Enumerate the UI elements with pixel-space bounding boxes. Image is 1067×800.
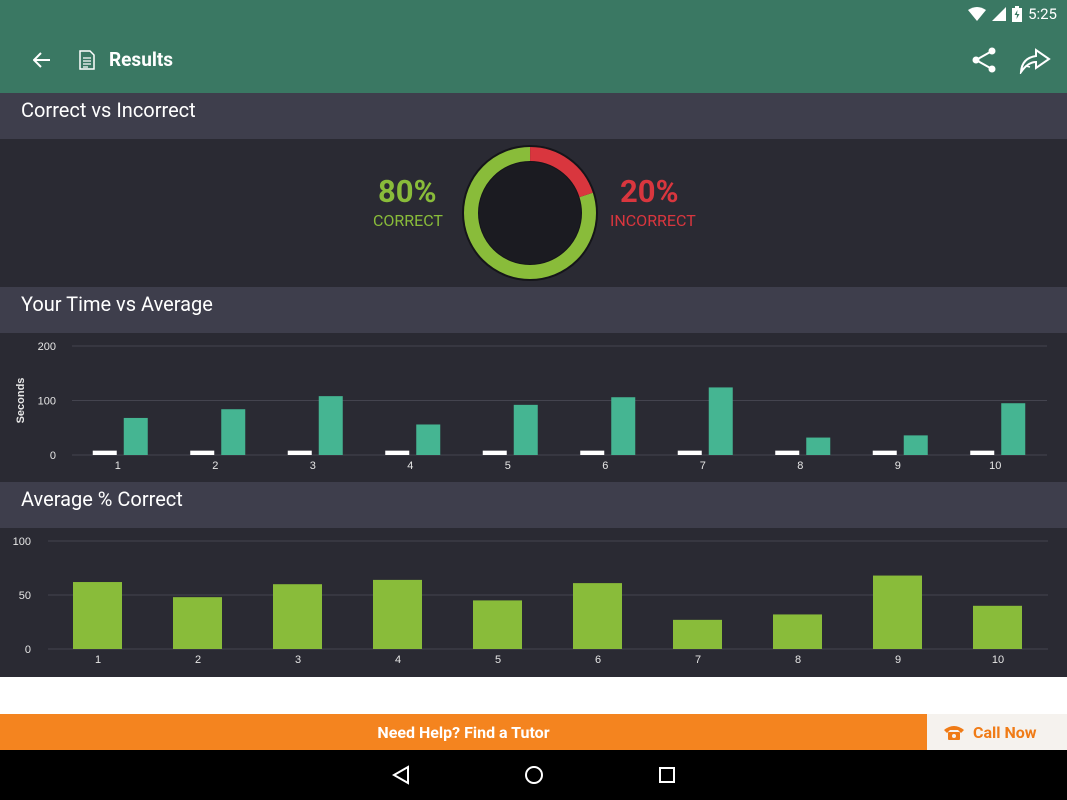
find-tutor-text: Need Help? Find a Tutor [377, 722, 550, 742]
x-tick-label: 5 [495, 654, 501, 666]
incorrect-label: INCORRECT [610, 211, 696, 230]
x-tick-label: 4 [407, 460, 413, 472]
bar-series1-6 [573, 583, 622, 649]
bar-series1-9 [872, 450, 897, 455]
bar-series1-1 [73, 582, 122, 649]
bar-series1-8 [773, 614, 822, 649]
x-tick-label: 10 [989, 460, 1001, 472]
forward-icon[interactable] [1018, 44, 1052, 74]
incorrect-percent: 20% [620, 173, 679, 210]
y-tick-label: 0 [25, 644, 31, 656]
signal-icon [992, 7, 1007, 21]
x-tick-label: 3 [310, 460, 316, 472]
back-button[interactable] [26, 44, 58, 76]
section-header-correct-vs-incorrect: Correct vs Incorrect [0, 93, 1067, 139]
y-tick-label: 100 [38, 396, 56, 408]
bar-series1-9 [873, 575, 922, 649]
donut-panel: 80% CORRECT 20% INCORRECT [0, 139, 1067, 287]
y-tick-label: 200 [38, 341, 56, 353]
bar-series2-1 [123, 417, 148, 455]
nav-back-button[interactable] [388, 762, 414, 788]
bar-series1-4 [373, 579, 422, 649]
system-nav-bar [0, 750, 1067, 800]
bar-series1-7 [673, 619, 722, 649]
x-tick-label: 7 [695, 654, 701, 666]
bar-series1-5 [473, 600, 522, 649]
bar-series2-9 [903, 435, 928, 455]
bar-series1-3 [287, 450, 312, 455]
bar-series2-6 [611, 397, 636, 455]
time-chart-panel: 0 100 200 Seconds 1 2 3 4 5 6 7 8 9 10 [0, 333, 1067, 482]
x-tick-label: 1 [115, 460, 121, 472]
page-title: Results [109, 48, 174, 71]
circle-home-icon [525, 766, 543, 784]
x-tick-label: 1 [95, 654, 101, 666]
section-header-average-correct: Average % Correct [0, 482, 1067, 528]
triangle-back-icon [392, 765, 409, 785]
spacer [0, 677, 1067, 714]
x-tick-label: 7 [700, 460, 706, 472]
bar-series2-8 [806, 437, 831, 455]
status-time: 5:25 [1028, 5, 1057, 23]
wifi-icon [968, 7, 987, 21]
x-tick-label: 10 [992, 654, 1004, 666]
y-tick-label: 100 [13, 536, 31, 548]
phone-icon [944, 726, 964, 740]
y-tick-label: 50 [19, 590, 31, 602]
average-bar-chart: 0 50 100 1 2 3 4 5 6 7 8 9 10 [13, 536, 1048, 666]
x-tick-label: 8 [795, 654, 801, 666]
nav-recents-button[interactable] [654, 762, 680, 788]
x-tick-label: 6 [595, 654, 601, 666]
find-tutor-banner[interactable]: Need Help? Find a Tutor [0, 714, 927, 750]
average-chart-panel: 0 50 100 1 2 3 4 5 6 7 8 9 10 [0, 528, 1067, 677]
x-tick-label: 8 [797, 460, 803, 472]
document-icon [79, 50, 95, 70]
donut-correct-arc [464, 147, 596, 279]
bar-series1-4 [385, 450, 410, 455]
call-now-label: Call Now [973, 722, 1037, 742]
bar-series1-2 [190, 450, 215, 455]
bar-series1-7 [677, 450, 702, 455]
bar-series1-5 [482, 450, 507, 455]
x-tick-label: 5 [505, 460, 511, 472]
bar-series2-4 [416, 424, 441, 455]
bar-series2-10 [1001, 403, 1026, 455]
donut-center [479, 162, 581, 264]
bar-series1-6 [580, 450, 605, 455]
battery-icon [1012, 6, 1023, 22]
bar-series1-10 [973, 605, 1022, 649]
call-now-button[interactable]: Call Now [927, 714, 1067, 750]
bar-series1-3 [273, 584, 322, 649]
x-tick-label: 2 [212, 460, 218, 472]
arrow-left-icon [33, 52, 50, 68]
time-bar-chart: 0 100 200 Seconds 1 2 3 4 5 6 7 8 9 10 [15, 341, 1047, 472]
bar-series1-2 [173, 597, 222, 649]
x-tick-label: 9 [895, 654, 901, 666]
x-tick-label: 6 [602, 460, 608, 472]
bar-series2-2 [221, 409, 246, 455]
x-tick-label: 2 [195, 654, 201, 666]
x-tick-label: 3 [295, 654, 301, 666]
status-bar: 5:25 [968, 4, 1057, 24]
bar-series2-7 [708, 387, 733, 455]
x-tick-label: 4 [395, 654, 401, 666]
correct-label: CORRECT [373, 211, 443, 230]
bar-series2-5 [513, 404, 538, 455]
section-header-time-vs-average: Your Time vs Average [0, 287, 1067, 333]
bar-series1-1 [92, 450, 117, 455]
bar-series1-10 [970, 450, 995, 455]
donut-chart [462, 145, 598, 281]
bar-series2-3 [318, 396, 343, 455]
share-icon[interactable] [970, 46, 998, 74]
app-bar: 5:25 Results [0, 0, 1067, 93]
nav-home-button[interactable] [521, 762, 547, 788]
x-tick-label: 9 [895, 460, 901, 472]
bar-series1-8 [775, 450, 800, 455]
square-recents-icon [659, 767, 675, 783]
correct-percent: 80% [378, 173, 437, 210]
y-tick-label: 0 [50, 450, 56, 462]
y-axis-label: Seconds [15, 378, 27, 424]
